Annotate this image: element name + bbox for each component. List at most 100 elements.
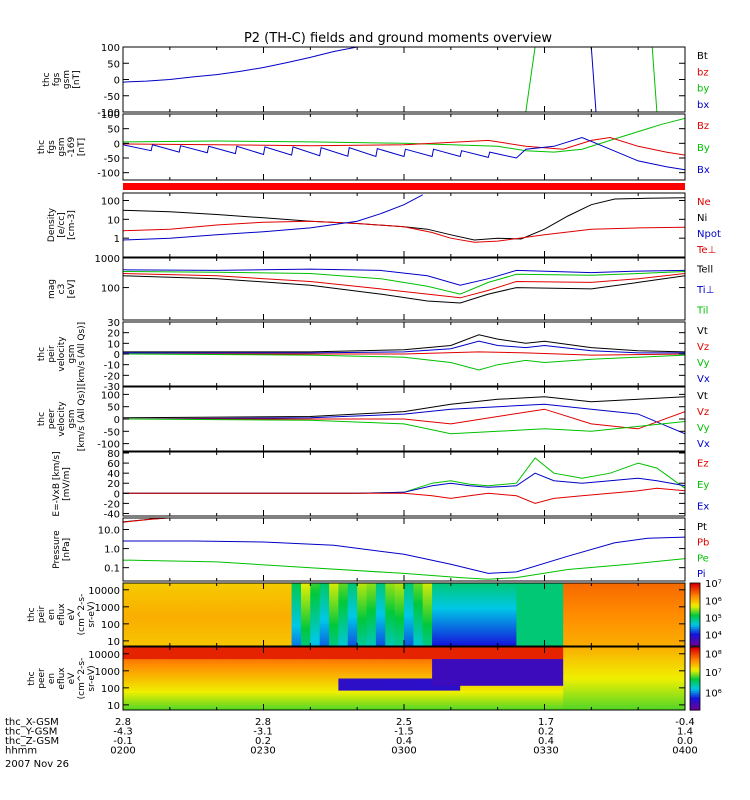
spec-cell xyxy=(169,676,180,680)
spec-cell xyxy=(404,654,414,658)
spec-cell xyxy=(413,697,424,701)
spec-cell xyxy=(675,668,685,672)
spec-cell xyxy=(544,700,555,704)
series-line xyxy=(123,194,423,241)
spec-cell xyxy=(310,697,321,701)
spec-cell xyxy=(488,600,499,603)
spec-cell xyxy=(179,676,190,680)
spec-cell xyxy=(301,647,311,650)
spec-cell xyxy=(432,659,443,663)
spec-cell xyxy=(469,671,480,675)
spec-cell xyxy=(254,583,265,586)
spec-cell xyxy=(638,631,649,635)
spec-cell xyxy=(160,609,171,613)
spec-cell xyxy=(460,636,471,640)
spec-cell xyxy=(310,651,321,655)
spec-cell xyxy=(132,676,143,680)
spec-cell xyxy=(404,680,414,684)
spec-cell xyxy=(460,583,471,586)
spec-cell xyxy=(375,666,386,670)
spec-cell xyxy=(347,585,358,589)
spec-cell xyxy=(338,607,349,611)
spec-cell xyxy=(357,700,368,704)
spec-cell xyxy=(413,676,424,680)
spec-cell xyxy=(254,631,265,635)
spec-cell xyxy=(244,619,255,623)
spec-cell xyxy=(291,621,302,625)
spec-cell xyxy=(329,616,340,620)
spec-cell xyxy=(207,621,218,625)
spec-cell xyxy=(291,693,302,696)
spec-cell xyxy=(516,666,527,670)
spec-cell xyxy=(226,621,236,625)
spec-cell xyxy=(160,626,171,630)
spec-cell xyxy=(197,592,208,596)
spec-cell xyxy=(647,624,658,628)
colorbar-cell xyxy=(690,614,700,618)
spec-cell xyxy=(610,690,621,694)
spec-cell xyxy=(310,695,321,699)
spec-cell xyxy=(375,697,386,701)
spec-cell xyxy=(207,590,218,594)
spec-cell xyxy=(582,583,592,586)
spec-cell xyxy=(460,697,471,701)
spec-cell xyxy=(553,673,564,677)
spec-cell xyxy=(263,597,274,601)
spec-cell xyxy=(666,707,677,710)
spec-cell xyxy=(282,597,293,601)
spec-cell xyxy=(244,600,255,603)
spec-cell xyxy=(226,707,236,710)
colorbar-cell xyxy=(690,612,700,616)
spec-cell xyxy=(432,700,443,704)
spec-cell xyxy=(582,685,592,689)
spec-cell xyxy=(329,656,340,660)
y-label-line: gsm xyxy=(67,344,77,363)
spec-cell xyxy=(666,587,677,591)
spec-cell xyxy=(666,600,677,603)
spec-cell xyxy=(478,651,489,655)
spec-cell xyxy=(497,621,508,625)
spec-cell xyxy=(563,616,574,620)
spec-cell xyxy=(188,705,199,709)
spec-cell xyxy=(591,693,602,696)
spec-cell xyxy=(675,631,685,635)
spec-cell xyxy=(478,700,489,704)
spec-cell xyxy=(497,631,508,635)
spec-cell xyxy=(235,631,246,635)
spec-cell xyxy=(319,619,330,623)
spec-cell xyxy=(366,666,377,670)
spec-cell xyxy=(460,595,471,599)
spec-cell xyxy=(282,661,293,665)
spec-cell xyxy=(572,585,583,589)
spec-cell xyxy=(263,592,274,596)
spec-cell xyxy=(141,607,152,611)
spec-cell xyxy=(169,671,180,675)
spec-cell xyxy=(207,612,218,616)
spec-cell xyxy=(460,668,471,672)
spec-cell xyxy=(600,676,611,680)
spec-cell xyxy=(478,612,489,616)
spec-cell xyxy=(535,636,546,640)
spec-cell xyxy=(666,592,677,596)
spec-cell xyxy=(441,590,452,594)
spec-cell xyxy=(347,690,358,694)
y-axis-label: thc peer velocity gsm [km/s (All Qs)] xyxy=(37,387,87,451)
spec-cell xyxy=(675,690,685,694)
spec-cell xyxy=(207,685,218,689)
spec-cell xyxy=(329,592,340,596)
spec-cell xyxy=(394,688,405,692)
spec-cell xyxy=(422,661,433,665)
spec-cell xyxy=(404,633,414,637)
legend-entry: Vz xyxy=(697,342,709,353)
spec-cell xyxy=(544,597,555,601)
spec-cell xyxy=(244,612,255,616)
spec-cell xyxy=(160,633,171,637)
spec-cell xyxy=(413,629,424,632)
spec-cell xyxy=(469,629,480,632)
spec-cell xyxy=(591,688,602,692)
series-line xyxy=(123,403,685,435)
spec-cell xyxy=(656,592,667,596)
spec-cell xyxy=(123,624,133,628)
spec-cell xyxy=(310,583,321,586)
spec-cell xyxy=(572,607,583,611)
